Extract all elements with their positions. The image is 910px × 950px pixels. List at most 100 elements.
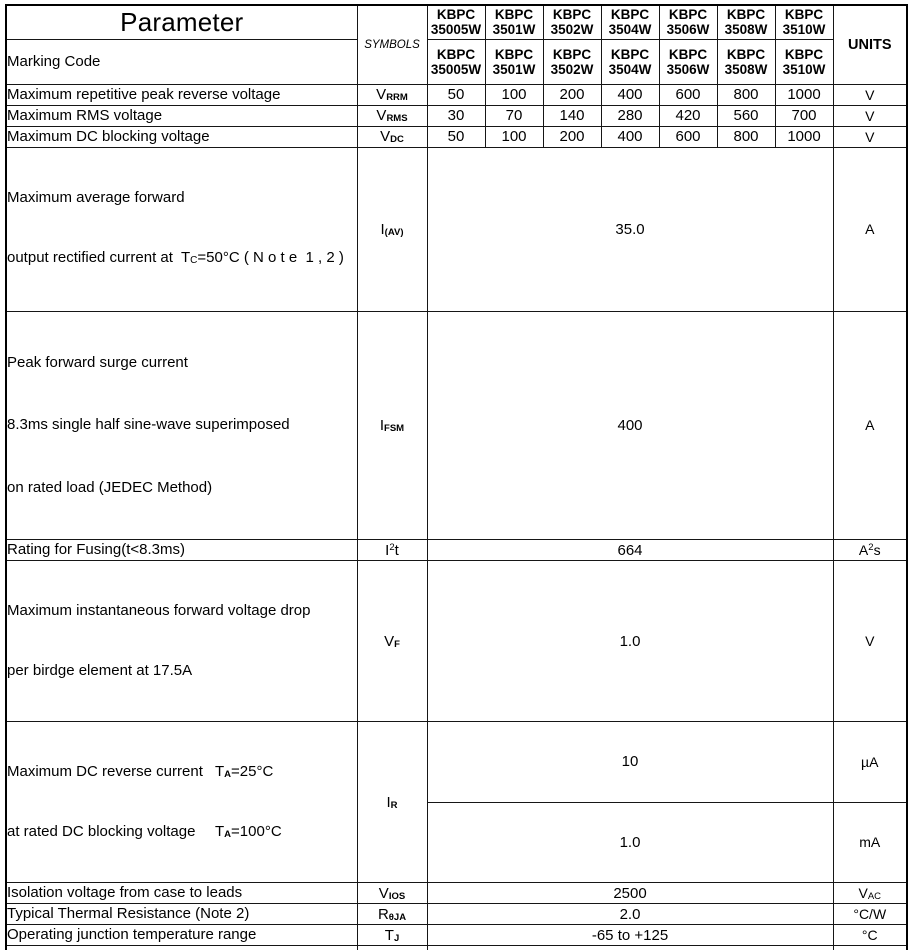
symbol-cell: TSTG [357,946,427,950]
symbol-cell: VDC [357,126,427,147]
param-cell: Maximum instantaneous forward voltage dr… [6,561,357,722]
param-cell: Typical Thermal Resistance (Note 2) [6,904,357,925]
condition-ta25: TA=25°C [215,762,273,785]
row-vdc: Maximum DC blocking voltage VDC 50 100 2… [6,126,907,147]
value-cell: 100 [485,84,543,105]
row-vrrm: Maximum repetitive peak reverse voltage … [6,84,907,105]
unit-cell: A [833,311,907,540]
param-cell: Maximum DC blocking voltage [6,126,357,147]
value-cell: 70 [485,105,543,126]
row-vf: Maximum instantaneous forward voltage dr… [6,561,907,722]
value-cell: 200 [543,84,601,105]
value-cell: 400 [601,126,659,147]
condition-ta100: TA=100°C [215,822,282,845]
param-cell: Operating junction temperature range [6,925,357,946]
row-rthja: Typical Thermal Resistance (Note 2) RθJA… [6,904,907,925]
marking-code-label: Marking Code [6,39,357,84]
param-cell: Maximum RMS voltage [6,105,357,126]
value-cell: 664 [427,540,833,561]
unit-cell: °C [833,925,907,946]
symbol-cell: VRMS [357,105,427,126]
value-cell: 400 [427,311,833,540]
param-cell: Peak forward surge current 8.3ms single … [6,311,357,540]
row-ifsm: Peak forward surge current 8.3ms single … [6,311,907,540]
unit-cell: µA [833,722,907,803]
value-cell: 1.0 [427,561,833,722]
value-cell: 560 [717,105,775,126]
value-cell: 2.0 [427,904,833,925]
row-tstg: storage temperature range TSTG -65 to +1… [6,946,907,950]
value-cell: 280 [601,105,659,126]
row-iav: Maximum average forward output rectified… [6,147,907,311]
value-cell: 1.0 [427,802,833,883]
value-cell: 1000 [775,84,833,105]
value-cell: -65 to +150 [427,946,833,950]
unit-cell: mA [833,802,907,883]
row-i2t: Rating for Fusing(t<8.3ms) I2t 664 A2s [6,540,907,561]
value-cell: 30 [427,105,485,126]
value-cell: 800 [717,126,775,147]
value-cell: 50 [427,126,485,147]
row-tj: Operating junction temperature range TJ … [6,925,907,946]
symbols-header: SYMBOLS [357,5,427,84]
symbol-cell: VF [357,561,427,722]
unit-cell: °C/W [833,904,907,925]
value-cell: 1000 [775,126,833,147]
unit-cell: V [833,105,907,126]
symbol-cell: TJ [357,925,427,946]
row-vrms: Maximum RMS voltage VRMS 30 70 140 280 4… [6,105,907,126]
value-cell: 100 [485,126,543,147]
value-cell: 35.0 [427,147,833,311]
unit-cell: V [833,84,907,105]
unit-cell: V [833,561,907,722]
param-cell: storage temperature range [6,946,357,950]
value-cell: 800 [717,84,775,105]
param-cell: Isolation voltage from case to leads [6,883,357,904]
value-cell: 400 [601,84,659,105]
param-cell: Rating for Fusing(t<8.3ms) [6,540,357,561]
row-vios: Isolation voltage from case to leads VIO… [6,883,907,904]
value-cell: 140 [543,105,601,126]
value-cell: 600 [659,126,717,147]
symbol-cell: RθJA [357,904,427,925]
value-cell: -65 to +125 [427,925,833,946]
units-header: UNITS [833,5,907,84]
symbol-cell: VIOS [357,883,427,904]
symbol-cell: I2t [357,540,427,561]
symbol-cell: I(AV) [357,147,427,311]
unit-cell: A [833,147,907,311]
symbol-cell: IR [357,722,427,883]
unit-cell: VAC [833,883,907,904]
parameter-header: Parameter [6,5,357,39]
value-cell: 2500 [427,883,833,904]
param-cell: Maximum repetitive peak reverse voltage [6,84,357,105]
symbol-cell: IFSM [357,311,427,540]
unit-cell: °C [833,946,907,950]
symbol-cell: VRRM [357,84,427,105]
value-cell: 700 [775,105,833,126]
value-cell: 50 [427,84,485,105]
param-cell: Maximum average forward output rectified… [6,147,357,311]
value-cell: 420 [659,105,717,126]
value-cell: 600 [659,84,717,105]
value-cell: 200 [543,126,601,147]
